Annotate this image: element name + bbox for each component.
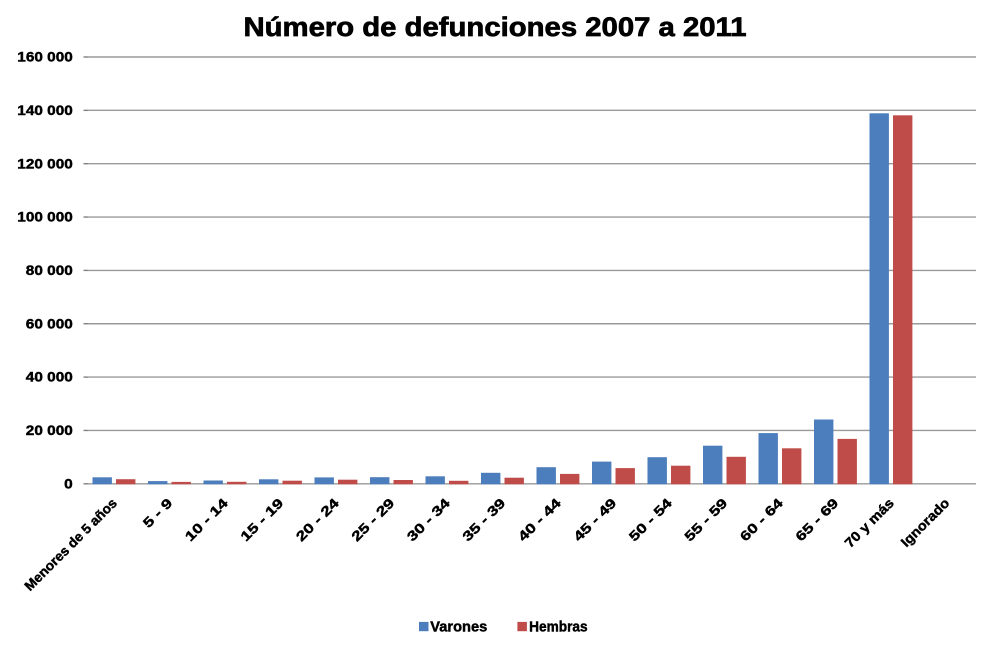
svg-text:10 - 14: 10 - 14 (182, 495, 231, 544)
svg-text:Ignorado: Ignorado (898, 495, 952, 549)
svg-text:40 - 44: 40 - 44 (515, 495, 564, 544)
svg-text:120 000: 120 000 (17, 155, 73, 171)
svg-text:15 - 19: 15 - 19 (238, 495, 287, 544)
svg-text:40 000: 40 000 (26, 369, 73, 385)
svg-text:5 - 9: 5 - 9 (140, 495, 175, 530)
svg-text:35 - 39: 35 - 39 (460, 495, 509, 544)
svg-text:Varones: Varones (430, 620, 487, 636)
svg-text:65 - 69: 65 - 69 (793, 495, 842, 544)
svg-text:30 - 34: 30 - 34 (404, 495, 453, 544)
svg-text:45 - 49: 45 - 49 (571, 495, 620, 544)
svg-text:60 - 64: 60 - 64 (737, 495, 786, 544)
svg-text:55 - 59: 55 - 59 (682, 495, 731, 544)
svg-text:20 - 24: 20 - 24 (293, 495, 342, 544)
svg-text:70 y más: 70 y más (842, 495, 897, 550)
svg-text:60 000: 60 000 (26, 315, 73, 331)
svg-text:Hembras: Hembras (529, 620, 588, 636)
svg-text:20 000: 20 000 (26, 422, 73, 438)
svg-text:80 000: 80 000 (26, 262, 73, 278)
svg-text:140 000: 140 000 (17, 102, 73, 118)
svg-text:100 000: 100 000 (17, 209, 73, 225)
svg-text:Número de defunciones 2007 a 2: Número de defunciones 2007 a 2011 (244, 12, 747, 42)
svg-text:Menores de 5 años: Menores de 5 años (22, 495, 120, 593)
svg-text:50 - 54: 50 - 54 (626, 495, 675, 544)
svg-text:0: 0 (64, 475, 73, 491)
svg-text:160 000: 160 000 (17, 49, 73, 65)
svg-text:25 - 29: 25 - 29 (349, 495, 398, 544)
